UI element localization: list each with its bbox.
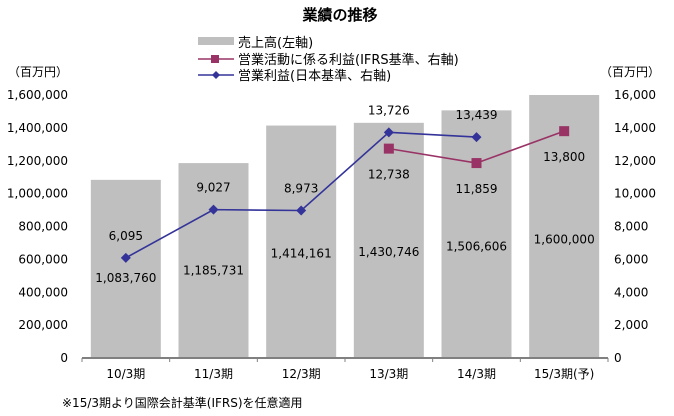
legend: 売上高(左軸)営業活動に係る利益(IFRS基準、右軸)営業利益(日本基準、右軸) [198, 35, 459, 84]
bar-value-label: 1,600,000 [534, 233, 595, 247]
category-label: 12/3期 [282, 367, 321, 381]
left-tick-label: 800,000 [18, 220, 68, 234]
category-label: 14/3期 [457, 367, 496, 381]
square-marker [559, 126, 570, 137]
bar-value-label: 1,185,731 [183, 263, 244, 277]
line-value-label: 13,800 [543, 150, 585, 164]
left-tick-label: 1,600,000 [7, 88, 68, 102]
legend-square-marker [211, 55, 219, 63]
category-label: 10/3期 [106, 367, 145, 381]
legend-label: 営業活動に係る利益(IFRS基準、右軸) [238, 52, 459, 68]
line-value-label: 9,027 [196, 181, 230, 195]
category-label: 15/3期(予) [534, 367, 594, 381]
line-value-label: 12,738 [368, 168, 410, 182]
legend-diamond-marker [212, 71, 220, 79]
right-tick-label: 0 [614, 351, 622, 365]
line-value-label: 11,859 [456, 182, 498, 196]
bar [266, 125, 337, 358]
right-tick-label: 12,000 [614, 154, 656, 168]
footnote: ※15/3期より国際会計基準(IFRS)を任意適用 [62, 395, 303, 410]
bar [90, 179, 161, 358]
left-tick-label: 1,400,000 [7, 121, 68, 135]
right-tick-label: 4,000 [614, 285, 648, 299]
legend-label: 売上高(左軸) [238, 35, 313, 51]
line-value-label: 13,439 [456, 108, 498, 122]
left-tick-label: 0 [60, 351, 68, 365]
diamond-marker [471, 132, 482, 143]
legend-bar-swatch [198, 37, 234, 45]
bar-value-label: 1,506,606 [446, 240, 507, 254]
category-label: 13/3期 [369, 367, 408, 381]
right-tick-label: 6,000 [614, 252, 648, 266]
right-tick-label: 8,000 [614, 220, 648, 234]
left-tick-label: 1,200,000 [7, 154, 68, 168]
left-axis-label: （百万円） [8, 65, 68, 79]
line-value-label: 13,726 [368, 103, 410, 117]
bar-value-label: 1,414,161 [271, 246, 332, 260]
left-tick-label: 600,000 [18, 252, 68, 266]
left-tick-label: 400,000 [18, 285, 68, 299]
line-value-label: 8,973 [284, 182, 318, 196]
left-tick-label: 1,000,000 [7, 187, 68, 201]
bar-value-label: 1,430,746 [358, 245, 419, 259]
square-marker [471, 158, 482, 169]
diamond-marker [383, 127, 394, 138]
right-tick-label: 2,000 [614, 318, 648, 332]
diamond-marker [120, 252, 131, 263]
right-tick-label: 10,000 [614, 187, 656, 201]
bar-value-label: 1,083,760 [95, 271, 156, 285]
right-axis-label: （百万円） [600, 65, 660, 79]
diamond-marker [296, 205, 307, 216]
diamond-marker [208, 204, 219, 215]
right-tick-label: 16,000 [614, 88, 656, 102]
legend-label: 営業利益(日本基準、右軸) [238, 68, 391, 84]
right-tick-label: 14,000 [614, 121, 656, 135]
bar [353, 122, 424, 358]
chart-title: 業績の推移 [301, 6, 377, 24]
line-value-label: 6,095 [109, 229, 143, 243]
square-marker [383, 143, 394, 154]
category-label: 11/3期 [194, 367, 233, 381]
bar [441, 110, 512, 358]
bar [178, 163, 249, 358]
left-tick-label: 200,000 [18, 318, 68, 332]
